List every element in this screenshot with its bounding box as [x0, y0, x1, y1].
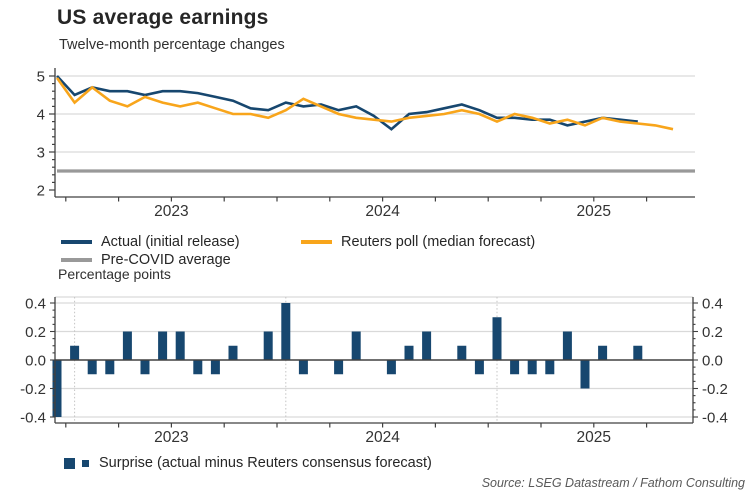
- page-title: US average earnings: [57, 6, 269, 29]
- svg-text:3: 3: [37, 145, 45, 162]
- svg-text:0.2: 0.2: [702, 324, 723, 341]
- svg-text:2024: 2024: [365, 429, 400, 446]
- legend-label-surprise: Surprise (actual minus Reuters consensus…: [99, 455, 432, 471]
- legend-item-precovid: Pre-COVID average: [61, 252, 231, 268]
- svg-text:-0.4: -0.4: [702, 410, 728, 427]
- surprise-swatch-small: [82, 459, 89, 467]
- legend-label-actual: Actual (initial release): [101, 234, 240, 250]
- legend-label-poll: Reuters poll (median forecast): [341, 234, 536, 250]
- poll-line-swatch: [301, 240, 332, 244]
- svg-text:-0.2: -0.2: [20, 381, 46, 398]
- surprise-bar-chart: 0.4 0.4 0.2 0.2 0.0 0.0 -0.2 -0.2 -0.4 -0.4 2023 20…: [20, 296, 728, 447]
- svg-text:2023: 2023: [154, 203, 188, 220]
- svg-text:0.0: 0.0: [25, 353, 46, 370]
- svg-text:0.4: 0.4: [702, 296, 723, 313]
- legend-item-poll: Reuters poll (median forecast): [301, 234, 535, 250]
- source-credit: Source: LSEG Datastream / Fathom Consult…: [481, 476, 745, 490]
- svg-text:2: 2: [37, 183, 45, 200]
- actual-line-swatch: [61, 240, 92, 244]
- svg-text:0.4: 0.4: [25, 296, 46, 313]
- svg-text:2025: 2025: [577, 429, 611, 446]
- legend-item-surprise: Surprise (actual minus Reuters consensus…: [64, 455, 432, 471]
- svg-text:2024: 2024: [365, 203, 400, 220]
- surprise-panel-title: Percentage points: [58, 266, 171, 282]
- surprise-swatch-large: [64, 457, 75, 469]
- svg-text:4: 4: [37, 107, 45, 124]
- precovid-line-swatch: [61, 258, 92, 262]
- svg-text:0.0: 0.0: [702, 353, 723, 370]
- page-subtitle: Twelve-month percentage changes: [59, 37, 285, 53]
- svg-text:5: 5: [37, 69, 45, 86]
- legend-item-actual: Actual (initial release): [61, 234, 240, 250]
- earnings-line-chart: 2 3 4 5 2023 2024 2025: [37, 68, 695, 220]
- svg-text:2025: 2025: [577, 203, 611, 220]
- svg-text:-0.2: -0.2: [702, 381, 728, 398]
- legend-label-precovid: Pre-COVID average: [101, 252, 231, 268]
- svg-text:0.2: 0.2: [25, 324, 46, 341]
- svg-text:-0.4: -0.4: [20, 410, 46, 427]
- svg-text:2023: 2023: [154, 429, 188, 446]
